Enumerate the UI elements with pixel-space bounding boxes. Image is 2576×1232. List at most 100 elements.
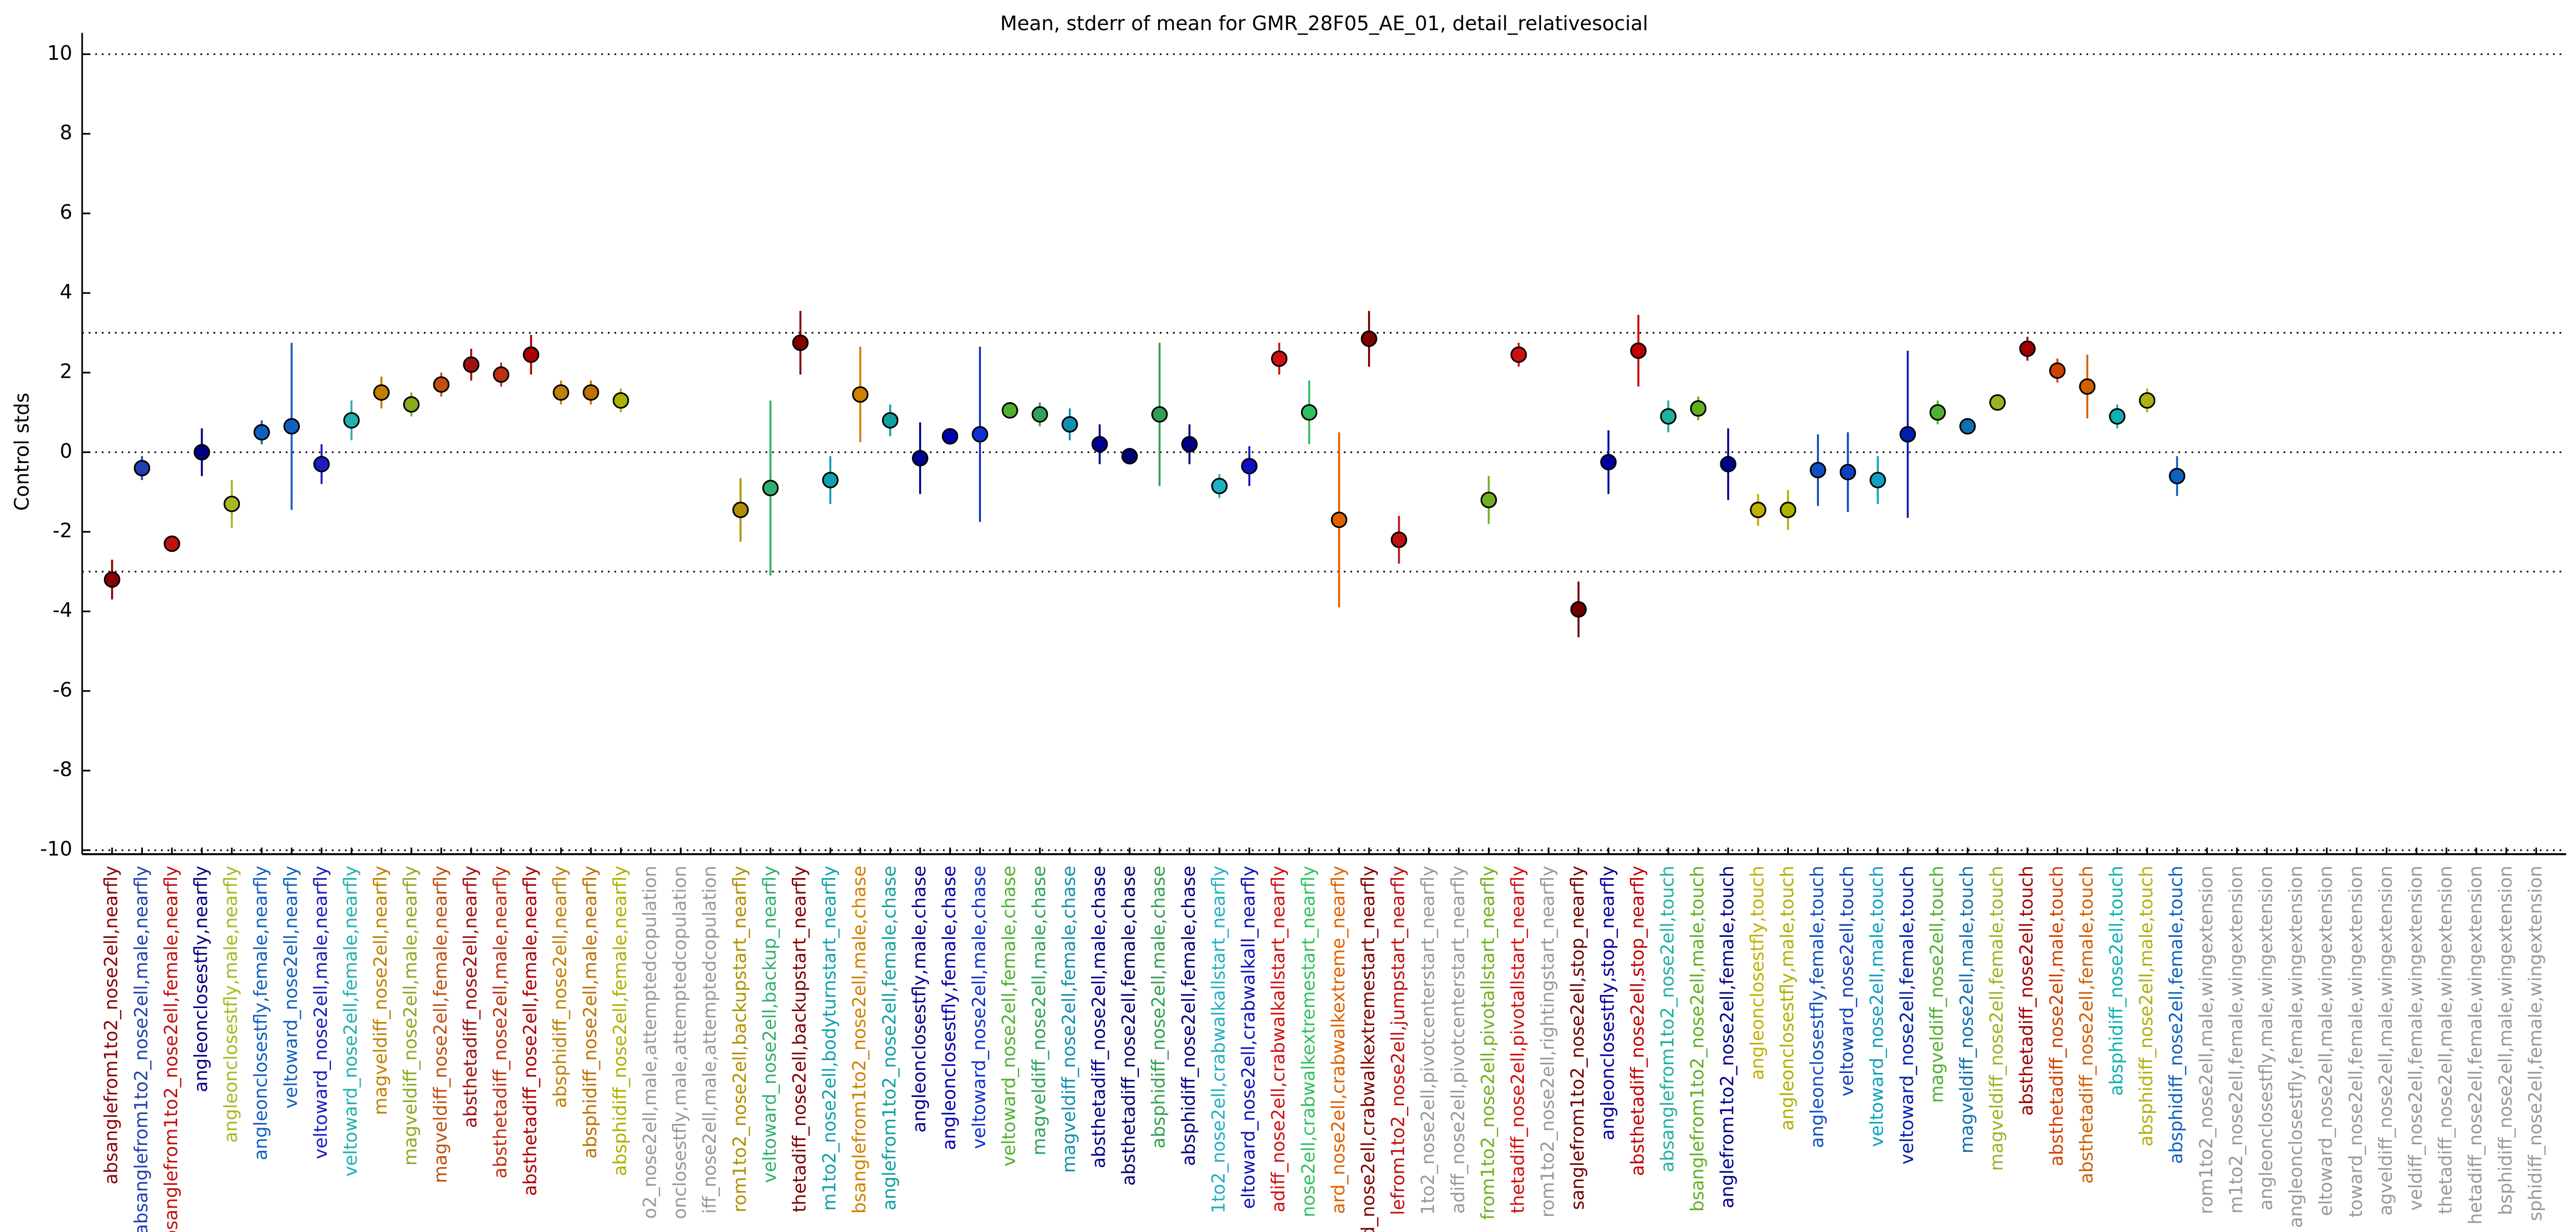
x-tick-label: absanglefrom1to2_nose2ell,nearfly xyxy=(101,866,122,1184)
x-tick-label: angleonclosestfly,male,chase xyxy=(909,866,930,1133)
y-tick-label: 6 xyxy=(60,201,72,223)
y-tick-label: -2 xyxy=(52,519,72,542)
x-tick-label: hetadiff_nose2ell,female,wingextension xyxy=(2465,866,2486,1225)
mean-marker xyxy=(2109,408,2126,425)
mean-marker xyxy=(1899,426,1916,443)
mean-marker xyxy=(1929,404,1946,421)
mean-marker xyxy=(1810,461,1826,479)
mean-marker xyxy=(2079,378,2096,395)
y-tick-label: -6 xyxy=(52,678,72,701)
x-tick-label: absthetadiff_nose2ell,touch xyxy=(2016,866,2037,1116)
y-axis-label: Control stds xyxy=(10,393,33,511)
x-tick-label: eltoward_nose2ell,male,wingextension xyxy=(2316,866,2336,1216)
mean-marker xyxy=(762,480,779,497)
mean-marker xyxy=(1839,463,1856,481)
mean-marker xyxy=(1331,511,1348,528)
y-tick-label: 0 xyxy=(60,440,72,462)
x-tick-label: anglefrom1to2_nose2ell,female,chase xyxy=(879,866,900,1210)
x-tick-label: magveldiff_nose2ell,nearfly xyxy=(370,866,391,1115)
mean-marker xyxy=(253,424,270,441)
x-tick-label: thetadiff_nose2ell,pivotallstart_nearfly xyxy=(1508,866,1529,1213)
x-tick-label: veltoward_nose2ell,female,touch xyxy=(1897,866,1918,1164)
x-tick-label: absphidiff_nose2ell,male,nearfly xyxy=(580,866,601,1159)
y-tick-label: -8 xyxy=(52,758,72,781)
x-tick-label: ard_nose2ell,crabwalkextreme_nearfly xyxy=(1328,866,1349,1214)
mean-marker xyxy=(882,412,899,429)
mean-marker xyxy=(1720,456,1736,473)
x-tick-label: magveldiff_nose2ell,male,chase xyxy=(1029,866,1050,1156)
mean-marker xyxy=(373,384,390,401)
x-tick-label: sanglefrom1to2_nose2ell,stop_nearfly xyxy=(1568,866,1588,1210)
mean-marker xyxy=(1480,492,1497,508)
mean-marker xyxy=(941,428,959,445)
mean-marker xyxy=(343,412,360,429)
x-tick-label: absphidiff_nose2ell,male,touch xyxy=(2136,866,2157,1146)
x-tick-label: 1to2_nose2ell,pivotcenterstart_nearfly xyxy=(1418,866,1439,1215)
x-tick-label: absanglefrom1to2_nose2ell,touch xyxy=(1657,866,1678,1172)
x-tick-label: nose2ell,crabwalkextremestart_nearfly xyxy=(1298,866,1319,1217)
y-tick-label: 10 xyxy=(47,42,72,64)
mean-marker xyxy=(1780,501,1797,519)
mean-marker xyxy=(1690,400,1707,417)
x-tick-label: toward_nose2ell,female,wingextension xyxy=(2346,866,2367,1217)
x-tick-label: angleonclosestfly,stop_nearfly xyxy=(1598,866,1618,1140)
y-tick-label: -4 xyxy=(52,599,72,621)
x-tick-label: absphidiff_nose2ell,touch xyxy=(2106,866,2127,1096)
mean-marker xyxy=(1510,346,1527,363)
x-tick-label: absthetadiff_nose2ell,male,nearfly xyxy=(490,866,511,1178)
x-tick-label: absphidiff_nose2ell,female,chase xyxy=(1178,866,1199,1166)
x-tick-label: absanglefrom1to2_nose2ell,male,nearfly xyxy=(131,866,152,1232)
mean-marker xyxy=(2049,362,2066,379)
mean-marker xyxy=(1061,416,1078,433)
mean-marker xyxy=(313,456,330,473)
y-tick-label: 4 xyxy=(60,280,72,303)
x-tick-label: veltoward_nose2ell,female,nearfly xyxy=(341,866,362,1176)
x-tick-label: angleonclosestfly,male,touch xyxy=(1777,866,1798,1131)
x-tick-label: magveldiff_nose2ell,touch xyxy=(1927,866,1947,1103)
mean-marker xyxy=(582,384,600,401)
x-tick-label: magveldiff_nose2ell,female,nearfly xyxy=(430,866,451,1183)
mean-marker xyxy=(193,444,210,461)
mean-marker xyxy=(1390,531,1407,548)
x-tick-label: 1to2_nose2ell,crabwalkallstart_nearfly xyxy=(1209,866,1229,1213)
mean-marker xyxy=(852,386,869,403)
x-tick-label: sphidiff_nose2ell,female,wingextension xyxy=(2525,866,2546,1221)
x-tick-label: absthetadiff_nose2ell,male,chase xyxy=(1089,866,1110,1168)
y-tick-label: -10 xyxy=(40,838,72,860)
x-tick-label: magveldiff_nose2ell,male,touch xyxy=(1957,866,1977,1154)
y-tick-label: 2 xyxy=(60,360,72,383)
x-tick-label: bsanglefrom1to2_nose2ell,male,chase xyxy=(849,866,870,1214)
mean-marker xyxy=(1959,418,1976,435)
x-tick-label: m1to2_nose2ell,female,wingextension xyxy=(2226,866,2247,1214)
x-tick-label: angleonclosestfly,female,chase xyxy=(939,866,960,1150)
mean-marker xyxy=(822,472,839,488)
x-tick-label: ard_nose2ell,crabwalkextremestart_nearfl… xyxy=(1358,866,1379,1232)
mean-marker xyxy=(613,392,629,409)
x-tick-label: onclosestfly,male,attemptedcopulation xyxy=(670,866,691,1219)
x-tick-label: rom1to2_nose2ell,male,wingextension xyxy=(2196,866,2217,1214)
mean-marker xyxy=(1241,458,1258,474)
mean-marker xyxy=(1001,402,1018,419)
x-tick-label: absthetadiff_nose2ell,stop_nearfly xyxy=(1627,866,1648,1176)
mean-marker xyxy=(732,501,749,519)
x-tick-label: thetadiff_nose2ell,male,wingextension xyxy=(2436,866,2457,1214)
x-tick-label: veltoward_nose2ell,backup_nearfly xyxy=(760,866,780,1183)
x-tick-label: absphidiff_nose2ell,male,chase xyxy=(1149,866,1170,1148)
x-tick-label: o2_nose2ell,male,attemptedcopulation xyxy=(640,866,661,1219)
x-tick-label: absthetadiff_nose2ell,nearfly xyxy=(460,866,481,1128)
x-tick-label: anglefrom1to2_nose2ell,female,touch xyxy=(1717,866,1738,1208)
mean-marker xyxy=(1361,330,1377,347)
x-tick-label: angleonclosestfly,touch xyxy=(1747,866,1768,1080)
mean-marker xyxy=(1031,406,1048,423)
mean-marker xyxy=(1630,342,1647,359)
x-tick-label: magveldiff_nose2ell,female,chase xyxy=(1059,866,1080,1173)
x-tick-label: lefrom1to2_nose2ell,jumpstart_nearfly xyxy=(1388,866,1409,1215)
mean-marker xyxy=(2139,392,2156,409)
mean-marker xyxy=(223,496,240,512)
x-tick-label: rom1to2_nose2ell,rightingstart_nearfly xyxy=(1538,866,1559,1217)
x-tick-label: absphidiff_nose2ell,female,nearfly xyxy=(610,866,631,1176)
x-tick-label: angleonclosestfly,female,nearfly xyxy=(251,866,272,1160)
x-tick-label: magveldiff_nose2ell,male,nearfly xyxy=(401,866,421,1165)
